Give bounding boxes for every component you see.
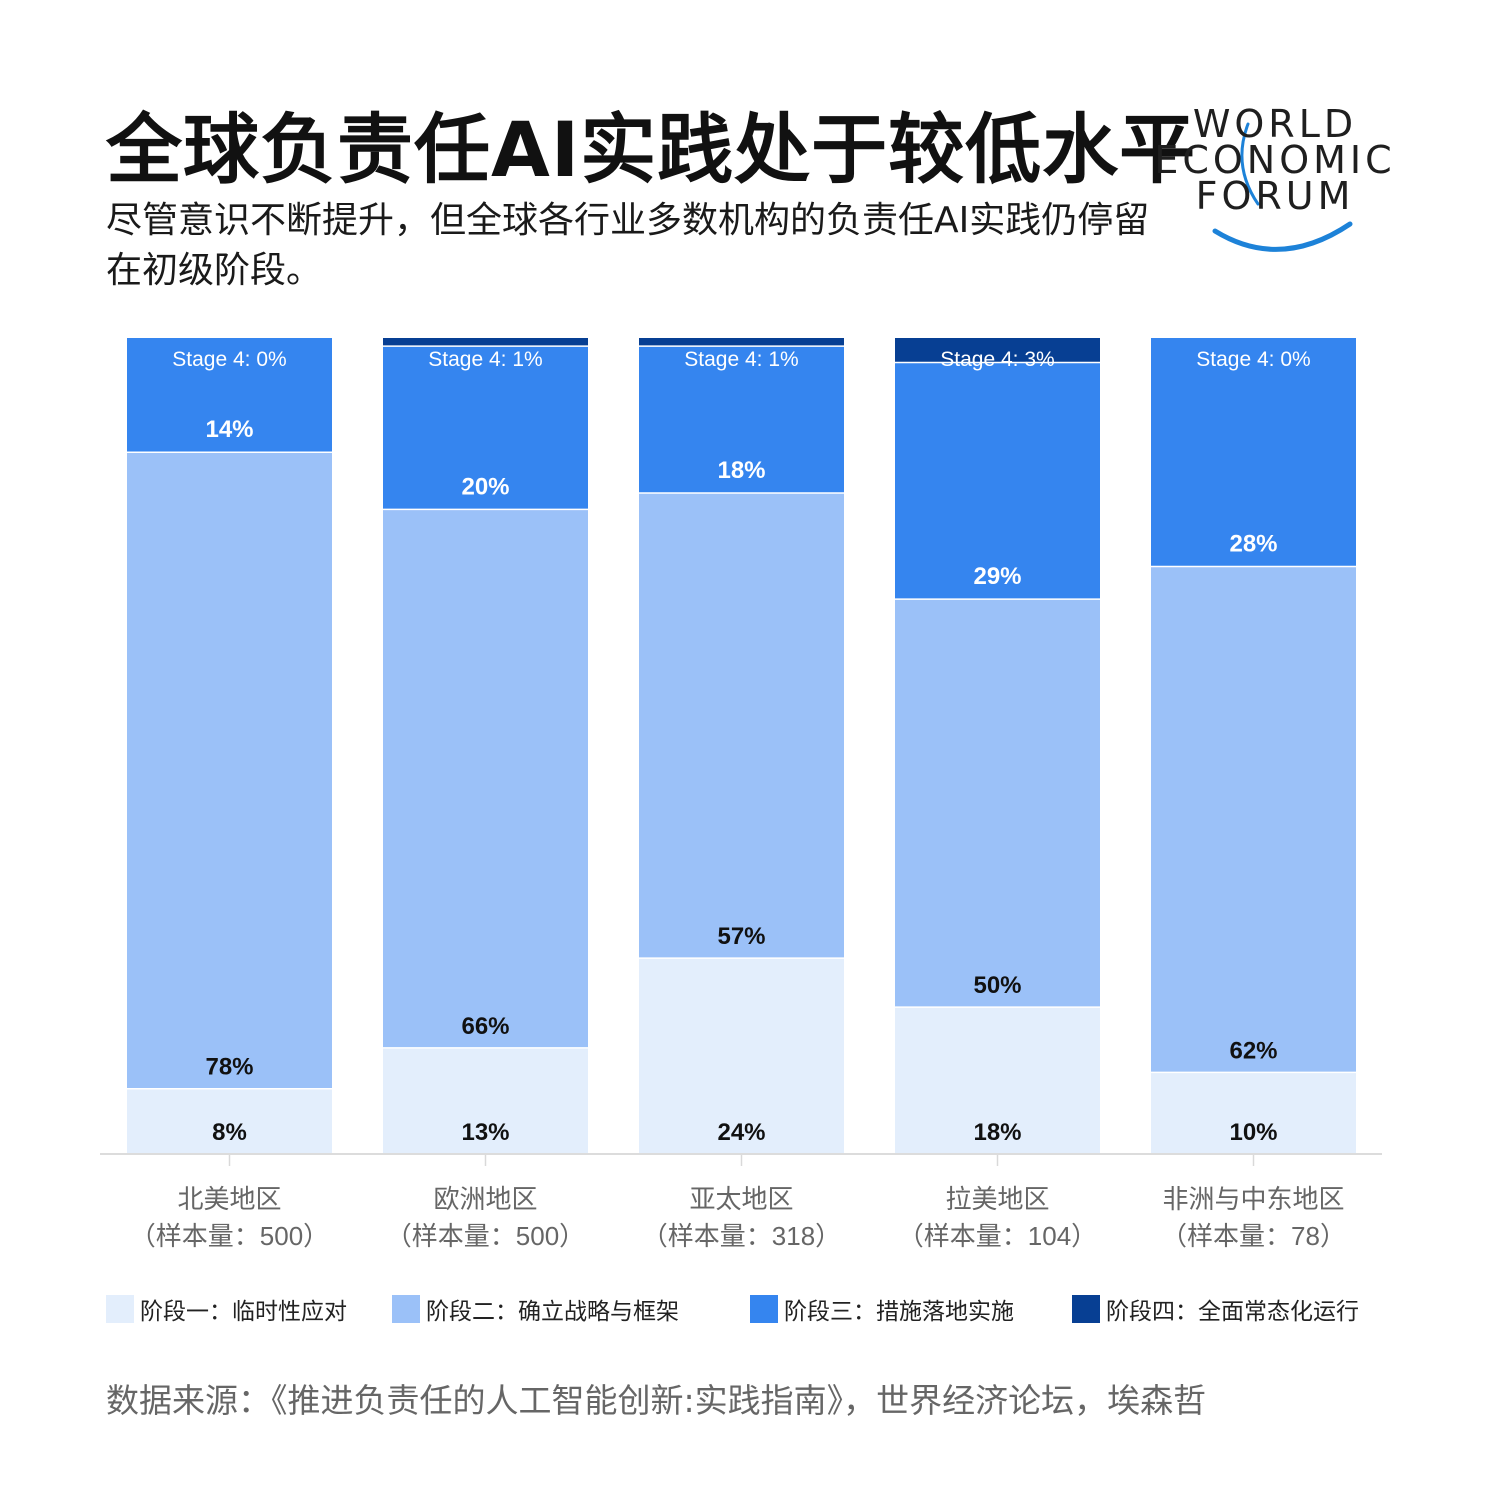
- bar-segment-stage2: [127, 452, 332, 1089]
- bar-segment-stage3: [127, 338, 332, 453]
- bar-segment-stage3: [383, 346, 588, 510]
- bar-segment-stage2: [383, 509, 588, 1048]
- x-tick-sample-label: （样本量：500）: [386, 1221, 585, 1251]
- data-label-stage4: Stage 4: 1%: [428, 348, 542, 371]
- data-label-stage2: 78%: [205, 1054, 253, 1081]
- legend-swatch: [1072, 1295, 1100, 1323]
- legend-swatch: [392, 1295, 420, 1323]
- chart-title: 全球负责任AI实践处于较低水平: [106, 105, 1197, 194]
- bar-segment-stage1: [127, 1088, 332, 1154]
- legend-item-stage1: 阶段一：临时性应对: [106, 1292, 347, 1326]
- bar-segment-stage1: [895, 1007, 1100, 1154]
- x-tick-label: 拉美地区: [945, 1184, 1049, 1214]
- x-tick-label: 亚太地区: [689, 1184, 793, 1214]
- legend-item-stage2: 阶段二：确立战略与框架: [392, 1292, 679, 1326]
- data-label-stage1: 8%: [212, 1119, 247, 1146]
- legend-label: 阶段三：措施落地实施: [784, 1299, 1014, 1325]
- data-label-stage1: 18%: [973, 1119, 1021, 1146]
- logo-arc-icon: [1212, 122, 1353, 252]
- x-tick-label: 欧洲地区: [433, 1184, 537, 1214]
- x-tick-sample-label: （样本量：78）: [1161, 1221, 1346, 1251]
- bar-segment-stage2: [1151, 566, 1356, 1073]
- bar-segment-stage3: [639, 346, 844, 494]
- x-tick-sample-label: （样本量：104）: [898, 1221, 1097, 1251]
- data-label-stage1: 24%: [717, 1119, 765, 1146]
- bar-segment-stage1: [383, 1047, 588, 1154]
- bar-segment-stage4: [895, 338, 1100, 363]
- x-tick-label: 北美地区: [177, 1184, 281, 1214]
- legend-label: 阶段四：全面常态化运行: [1106, 1299, 1359, 1325]
- bar-segment-stage1: [639, 958, 844, 1154]
- legend-swatch: [750, 1295, 778, 1323]
- data-label-stage2: 62%: [1229, 1037, 1277, 1064]
- data-label-stage4: Stage 4: 3%: [940, 348, 1054, 371]
- legend-swatch: [106, 1295, 134, 1323]
- bar-segment-stage1: [1151, 1072, 1356, 1154]
- bar-segment-stage4: [383, 338, 588, 347]
- bar-segment-stage2: [895, 599, 1100, 1008]
- legend-item-stage3: 阶段三：措施落地实施: [750, 1292, 1014, 1326]
- bar-segment-stage3: [895, 362, 1100, 600]
- data-label-stage3: 14%: [205, 416, 253, 443]
- legend-item-stage4: 阶段四：全面常态化运行: [1072, 1292, 1359, 1326]
- x-tick-label: 非洲与中东地区: [1162, 1184, 1344, 1214]
- logo-line-1: WORLD: [1192, 102, 1358, 146]
- logo-line-3: FORUM: [1195, 174, 1355, 218]
- chart-legend: 阶段一：临时性应对 阶段二：确立战略与框架 阶段三：措施落地实施 阶段四：全面常态化运…: [106, 1292, 1396, 1326]
- logo-line-2: ECONOMIC: [1154, 138, 1396, 182]
- data-label-stage2: 66%: [461, 1013, 509, 1040]
- data-label-stage3: 29%: [973, 563, 1021, 590]
- stacked-bar-chart: 8% 78% 14% Stage 4: 0% 北美地区 （样本量：500） 13% 66% 20…: [100, 338, 1382, 1251]
- legend-label: 阶段一：临时性应对: [140, 1299, 347, 1325]
- x-tick-sample-label: （样本量：318）: [642, 1221, 841, 1251]
- bar-segment-stage3: [1151, 338, 1356, 567]
- data-label-stage4: Stage 4: 1%: [684, 348, 798, 371]
- source-note: 数据来源：《推进负责任的人工智能创新:实践指南》，世界经济论坛，埃森哲: [106, 1381, 1207, 1420]
- data-label-stage3: 18%: [717, 457, 765, 484]
- data-label-stage4: Stage 4: 0%: [1196, 348, 1310, 371]
- data-label-stage3: 28%: [1229, 530, 1277, 557]
- legend-label: 阶段二：确立战略与框架: [426, 1299, 679, 1325]
- data-label-stage2: 57%: [717, 923, 765, 950]
- wef-logo: WORLD ECONOMIC FORUM: [1140, 96, 1410, 256]
- chart-subtitle: 尽管意识不断提升，但全球各行业多数机构的负责任AI实践仍停留在初级阶段。: [106, 200, 1150, 291]
- data-label-stage1: 13%: [461, 1119, 509, 1146]
- data-label-stage3: 20%: [461, 473, 509, 500]
- bar-segment-stage2: [639, 493, 844, 959]
- data-label-stage4: Stage 4: 0%: [172, 348, 286, 371]
- x-tick-sample-label: （样本量：500）: [130, 1221, 329, 1251]
- data-label-stage1: 10%: [1229, 1119, 1277, 1146]
- bar-segment-stage4: [639, 338, 844, 347]
- data-label-stage2: 50%: [973, 972, 1021, 999]
